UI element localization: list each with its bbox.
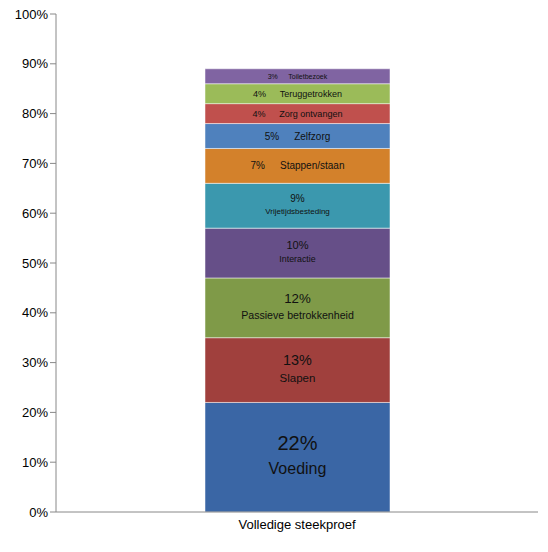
svg-text:Volledige steekproef: Volledige steekproef [238, 517, 355, 532]
svg-text:30%: 30% [22, 355, 48, 370]
svg-text:Passieve betrokkenheid: Passieve betrokkenheid [241, 309, 354, 321]
svg-text:40%: 40% [22, 305, 48, 320]
svg-text:100%: 100% [15, 7, 49, 22]
svg-text:9%: 9% [290, 193, 305, 204]
svg-text:0%: 0% [29, 505, 48, 520]
svg-text:7%Stappen/staan: 7%Stappen/staan [251, 160, 345, 171]
svg-text:3%Toiletbezoek: 3%Toiletbezoek [268, 73, 328, 80]
svg-text:50%: 50% [22, 256, 48, 271]
svg-text:10%: 10% [22, 455, 48, 470]
svg-text:22%: 22% [277, 432, 317, 454]
svg-text:5%Zelfzorg: 5%Zelfzorg [265, 131, 331, 142]
svg-text:13%: 13% [283, 352, 312, 368]
svg-text:12%: 12% [284, 291, 311, 306]
svg-text:Voeding: Voeding [269, 460, 327, 477]
svg-text:10%: 10% [286, 239, 308, 251]
svg-text:20%: 20% [22, 405, 48, 420]
svg-text:4%Zorg ontvangen: 4%Zorg ontvangen [252, 109, 342, 119]
svg-text:4%Teruggetrokken: 4%Teruggetrokken [253, 89, 342, 99]
svg-text:Slapen: Slapen [280, 372, 316, 384]
svg-text:Interactie: Interactie [279, 254, 315, 264]
svg-text:90%: 90% [22, 56, 48, 71]
svg-text:70%: 70% [22, 156, 48, 171]
svg-text:Vrijetijdsbesteding: Vrijetijdsbesteding [265, 207, 330, 216]
svg-text:60%: 60% [22, 206, 48, 221]
svg-text:80%: 80% [22, 106, 48, 121]
